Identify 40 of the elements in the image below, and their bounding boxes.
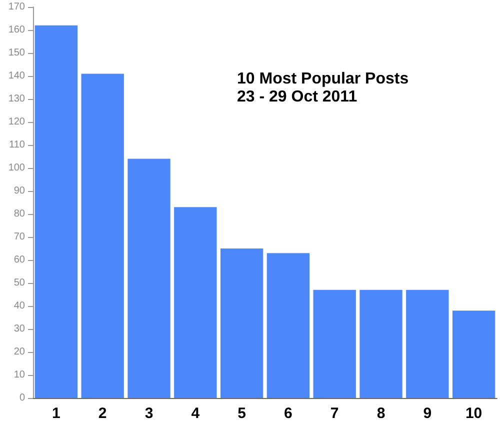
x-tick-label: 7 <box>330 405 339 422</box>
x-tick-label: 8 <box>376 405 386 422</box>
bar <box>406 290 449 398</box>
bar <box>128 158 170 398</box>
y-tick-label: 70 <box>14 232 26 242</box>
y-tick-label: 90 <box>14 186 26 196</box>
text: 23 - 29 Oct 2011 <box>237 88 358 106</box>
y-tick-label: 110 <box>9 140 26 150</box>
y-tick-label: 80 <box>14 208 26 220</box>
x-tick-label: 1 <box>52 405 60 422</box>
bar <box>266 253 310 398</box>
y-tick-label: 50 <box>14 278 26 288</box>
x-tick-label: 3 <box>144 405 154 422</box>
bar <box>313 290 356 398</box>
y-tick-label: 120 <box>8 116 26 128</box>
bar <box>174 207 217 398</box>
y-tick-label: 160 <box>8 24 26 36</box>
y-tick-label: 10 <box>14 370 26 380</box>
bar <box>81 74 124 398</box>
y-tick-label: 20 <box>14 346 26 358</box>
bar <box>452 310 496 398</box>
y-tick-label: 100 <box>8 162 26 174</box>
y-tick-label: 60 <box>14 254 26 266</box>
y-tick-label: 30 <box>14 324 26 334</box>
y-tick-label: 0 <box>19 392 26 404</box>
x-tick-label: 10 <box>465 405 482 422</box>
x-tick-label: 4 <box>191 405 200 422</box>
y-tick-label: 40 <box>14 300 26 312</box>
y-tick-label: 170 <box>8 2 26 12</box>
y-tick-label: 140 <box>8 70 26 82</box>
x-tick-label: 5 <box>238 405 246 422</box>
y-tick-label: 150 <box>8 48 26 58</box>
bar <box>360 290 402 398</box>
text: 10 Most Popular Posts <box>237 70 409 88</box>
bar <box>220 248 264 398</box>
x-tick-label: 6 <box>284 405 292 422</box>
x-tick-label: 2 <box>98 405 107 422</box>
bar <box>34 25 78 398</box>
y-tick-label: 130 <box>8 94 26 104</box>
x-tick-label: 9 <box>423 405 432 422</box>
